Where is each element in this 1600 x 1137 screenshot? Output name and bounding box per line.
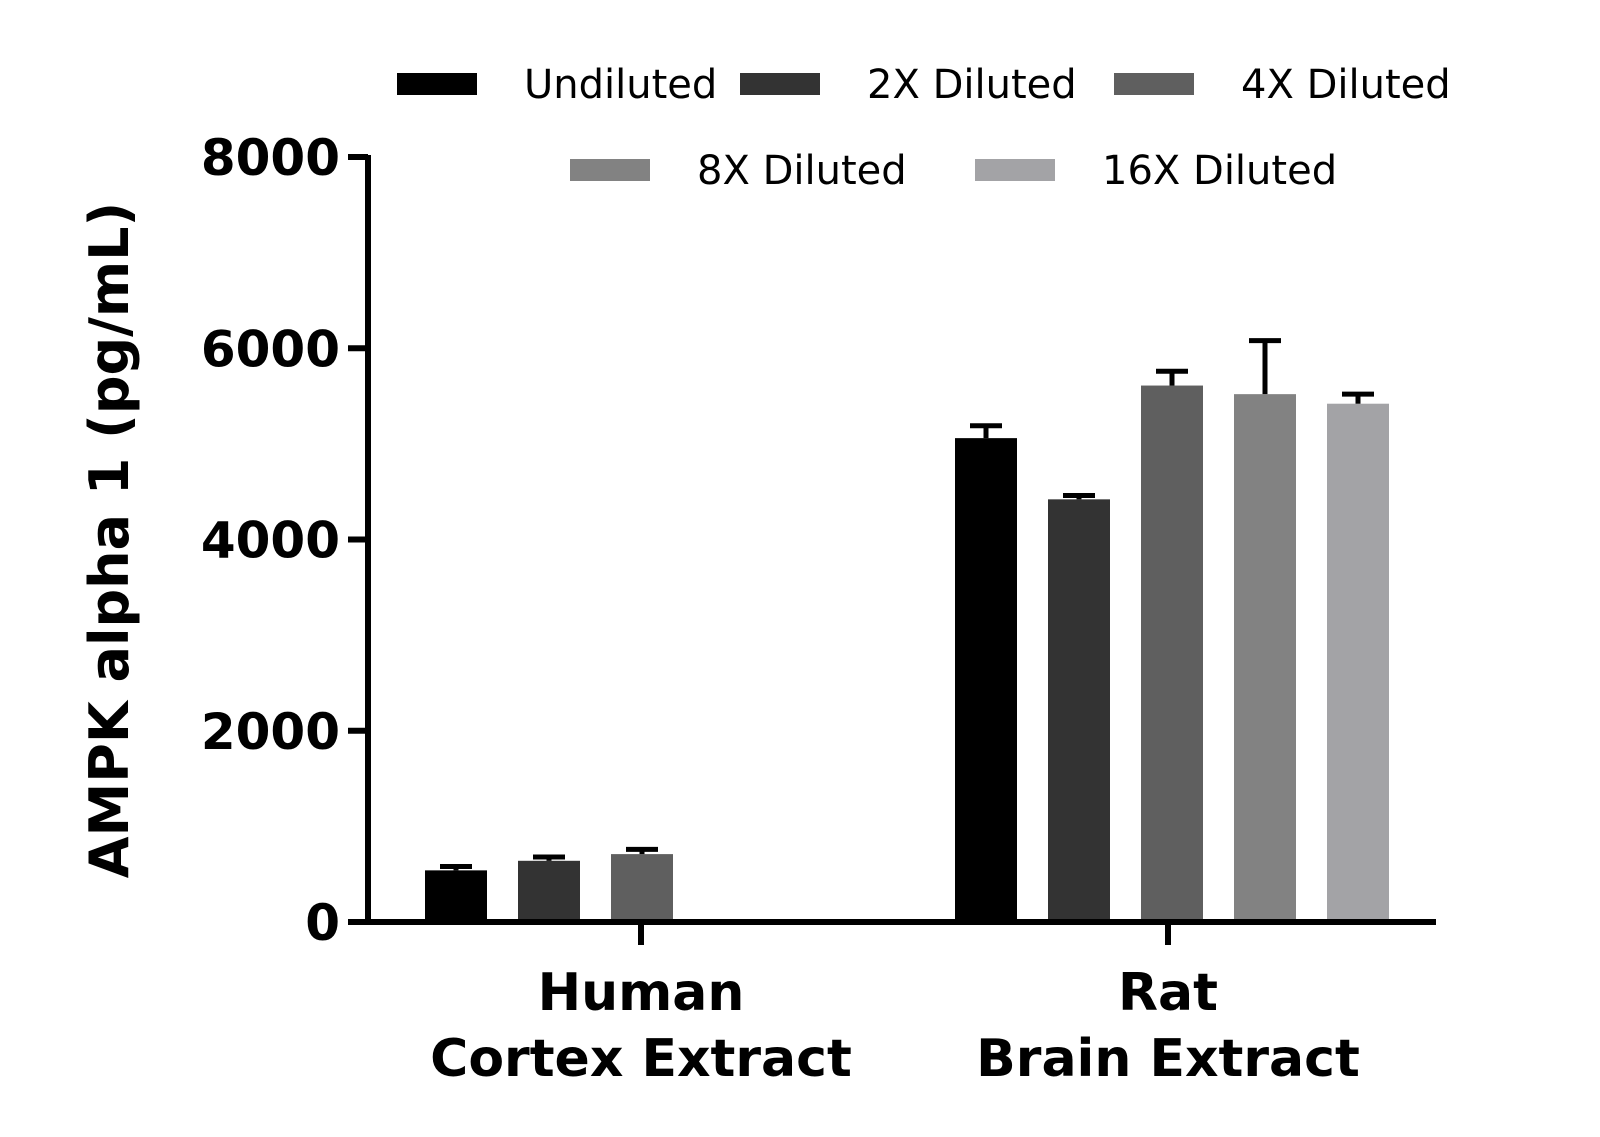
legend-label: 8X Diluted — [697, 148, 907, 194]
y-axis-label: AMPK alpha 1 (pg/mL) — [78, 202, 141, 878]
x-category-label: Human — [538, 963, 745, 1023]
x-category-label: Rat — [1118, 963, 1218, 1023]
legend-label: 2X Diluted — [867, 62, 1077, 108]
legend-swatch — [740, 73, 820, 95]
y-tick-label: 4000 — [201, 512, 340, 570]
legend-label: 4X Diluted — [1241, 62, 1451, 108]
bar — [518, 860, 580, 922]
bar — [1141, 385, 1203, 922]
x-category-label: Cortex Extract — [430, 1029, 852, 1089]
bars — [425, 338, 1389, 922]
legend-swatch — [397, 73, 477, 95]
y-tick-label: 2000 — [201, 703, 340, 761]
y-tick-label: 8000 — [201, 129, 340, 187]
legend-label: Undiluted — [524, 62, 717, 108]
legend-label: 16X Diluted — [1102, 148, 1337, 194]
legend-swatch — [570, 159, 650, 181]
bar — [1234, 394, 1296, 922]
bar — [611, 854, 673, 922]
y-tick-label: 0 — [305, 894, 340, 952]
y-tick-label: 6000 — [201, 320, 340, 378]
bar — [1327, 403, 1389, 922]
bar — [1048, 499, 1110, 922]
legend-swatch — [1114, 73, 1194, 95]
x-category-label: Brain Extract — [976, 1029, 1360, 1089]
legend-swatch — [975, 159, 1055, 181]
bar — [425, 870, 487, 922]
bar — [955, 438, 1017, 922]
y-ticks: 0 2000 4000 6000 8000 — [201, 129, 368, 952]
legend: Undiluted 2X Diluted 4X Diluted 8X Diluted 1… — [397, 62, 1451, 194]
